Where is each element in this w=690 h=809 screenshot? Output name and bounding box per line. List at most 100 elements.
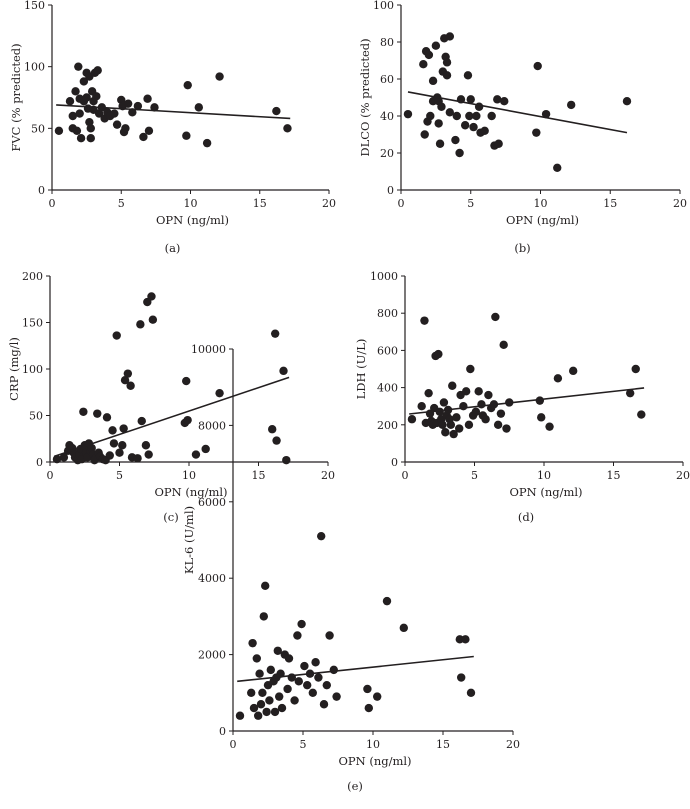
data-point xyxy=(87,443,96,453)
y-tick-label: 100 xyxy=(22,363,43,376)
data-point xyxy=(121,124,130,133)
data-point xyxy=(439,398,449,407)
data-point xyxy=(74,62,83,71)
data-point xyxy=(202,138,212,148)
data-point xyxy=(294,677,303,686)
data-point xyxy=(247,688,256,697)
data-point xyxy=(137,416,146,426)
data-point xyxy=(79,77,89,86)
data-point xyxy=(420,316,429,325)
data-point xyxy=(459,402,468,411)
y-tick-label: 100 xyxy=(373,0,394,12)
data-point xyxy=(472,111,481,121)
data-point xyxy=(143,94,152,103)
data-point xyxy=(215,388,224,398)
data-point xyxy=(460,121,470,130)
data-point xyxy=(407,415,417,424)
data-point xyxy=(445,108,455,117)
panel-label: (c) xyxy=(163,510,178,524)
data-point xyxy=(446,420,456,429)
x-tick-label: 10 xyxy=(366,738,380,751)
data-point xyxy=(434,349,443,359)
data-point xyxy=(545,422,554,431)
data-point xyxy=(461,387,471,396)
data-point xyxy=(68,111,77,121)
data-point xyxy=(541,109,551,119)
data-point xyxy=(494,139,503,148)
data-point xyxy=(148,315,158,324)
data-point xyxy=(325,631,334,640)
data-point xyxy=(311,658,320,667)
data-point xyxy=(319,700,329,709)
data-point xyxy=(452,111,461,121)
data-point xyxy=(272,106,281,116)
x-tick-label: 5 xyxy=(116,469,123,482)
data-point xyxy=(215,72,224,81)
y-tick-label: 1000 xyxy=(370,270,398,283)
data-point xyxy=(553,374,563,383)
data-point xyxy=(533,61,542,71)
data-point xyxy=(424,388,433,398)
data-point xyxy=(437,102,446,111)
x-axis-title: OPN (ng/ml) xyxy=(156,213,229,227)
data-point xyxy=(279,366,288,376)
data-point xyxy=(631,364,640,374)
data-point xyxy=(438,420,447,429)
y-tick-label: 400 xyxy=(377,382,398,395)
trend-line xyxy=(53,376,290,458)
data-point xyxy=(102,413,112,422)
data-point xyxy=(277,703,287,713)
data-point xyxy=(442,58,452,67)
data-point xyxy=(270,707,280,717)
panel-label: (b) xyxy=(514,241,530,255)
data-point xyxy=(417,402,426,411)
x-tick-label: 0 xyxy=(49,197,56,210)
data-point xyxy=(112,331,121,340)
data-point xyxy=(451,135,460,145)
x-tick-label: 10 xyxy=(182,469,196,482)
data-point xyxy=(259,612,268,621)
data-point xyxy=(461,635,470,644)
data-point xyxy=(256,700,266,709)
data-point xyxy=(283,124,292,133)
data-point xyxy=(108,426,117,435)
data-point xyxy=(382,596,392,606)
data-point xyxy=(363,684,372,694)
panel-a-fvc: 0 5 10 15 20 0 50 100 150 OPN (ng/ml) FVC (% predi… xyxy=(9,0,336,255)
data-point xyxy=(120,375,130,385)
y-tick-label: 6000 xyxy=(198,496,226,509)
x-tick-label: 20 xyxy=(673,197,687,210)
y-tick-label: 80 xyxy=(380,36,394,49)
data-point xyxy=(183,80,192,90)
data-point xyxy=(265,696,274,705)
data-point xyxy=(314,673,323,682)
y-tick-label: 800 xyxy=(377,307,398,320)
data-point xyxy=(303,680,312,690)
y-axis-title: KL-6 (U/ml) xyxy=(182,506,196,574)
data-point xyxy=(474,102,484,111)
data-point xyxy=(399,623,408,633)
data-point xyxy=(273,646,282,655)
data-point xyxy=(455,148,464,158)
data-point xyxy=(275,692,284,701)
y-tick-label: 200 xyxy=(377,419,398,432)
data-point xyxy=(133,454,142,463)
trend-line xyxy=(237,655,474,683)
x-tick-label: 20 xyxy=(322,197,336,210)
data-point xyxy=(182,131,191,140)
x-tick-label: 15 xyxy=(253,197,267,210)
data-point xyxy=(118,441,127,450)
data-point xyxy=(455,424,464,433)
data-point xyxy=(625,388,635,398)
data-point xyxy=(194,103,204,112)
data-point xyxy=(92,92,101,101)
x-tick-label: 20 xyxy=(506,738,520,751)
data-point xyxy=(254,711,263,720)
data-point xyxy=(261,581,270,591)
data-point xyxy=(93,409,102,418)
data-point xyxy=(75,109,84,118)
data-point xyxy=(54,126,64,135)
